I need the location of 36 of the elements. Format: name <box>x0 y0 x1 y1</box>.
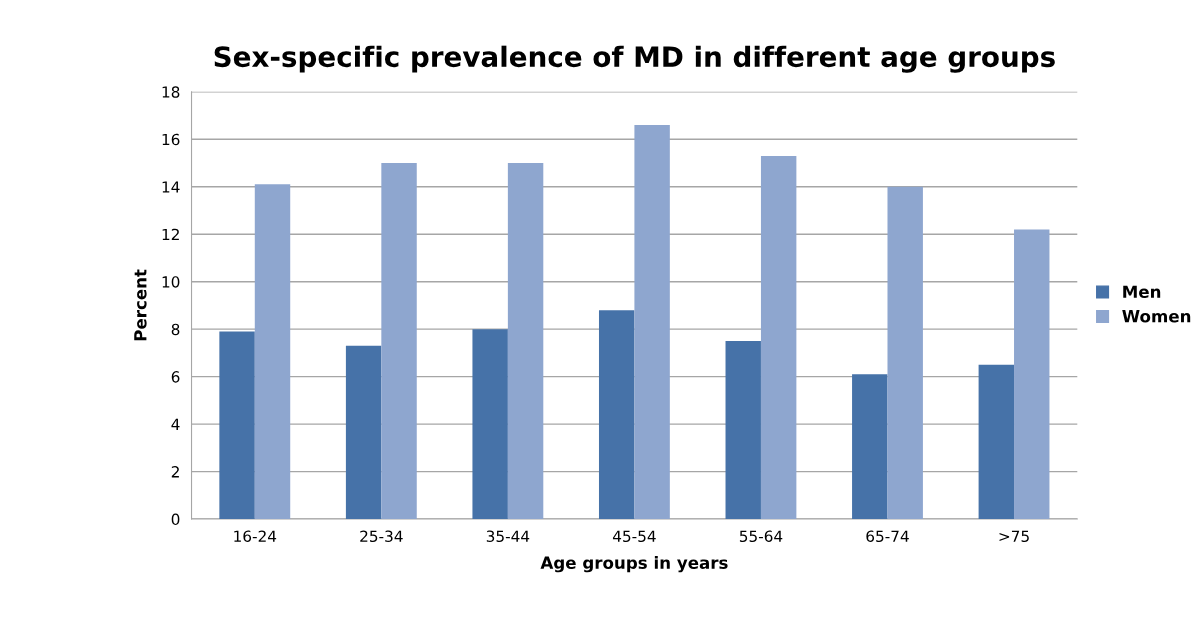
y-axis-title: Percent <box>134 269 147 341</box>
bar <box>219 331 255 520</box>
bar <box>978 364 1015 520</box>
y-tick-label: 18 <box>162 86 180 98</box>
y-tick-label: 4 <box>171 418 180 430</box>
bar <box>254 184 291 520</box>
bar <box>634 125 670 520</box>
bar <box>472 329 508 520</box>
chart-title: Sex-specific prevalence of MD in different age groups <box>214 45 1055 73</box>
y-tick-label: 0 <box>171 513 180 526</box>
y-tick-label: 12 <box>162 228 179 241</box>
x-tick-label: 16-24 <box>234 530 277 542</box>
bar <box>887 186 923 520</box>
y-tick-label: 16 <box>162 133 180 146</box>
bar <box>507 163 544 520</box>
legend-label: Women <box>1122 310 1191 323</box>
bar <box>725 341 761 520</box>
x-tick-label: 25-34 <box>360 530 403 542</box>
x-tick-label: 55-64 <box>739 530 783 542</box>
y-tick-label: 2 <box>171 466 179 478</box>
bar <box>760 155 797 520</box>
x-tick-label: >75 <box>999 530 1029 542</box>
y-tick-label: 6 <box>171 371 180 383</box>
bar <box>381 163 417 520</box>
legend-label: Men <box>1123 285 1161 299</box>
y-tick-label: 10 <box>162 276 180 288</box>
bar <box>345 345 382 520</box>
y-tick-label: 8 <box>171 323 180 336</box>
x-axis-title: Age groups in years <box>540 556 728 573</box>
bar <box>852 374 888 520</box>
x-tick-label: 45-54 <box>612 530 656 542</box>
bar <box>598 310 635 520</box>
bar <box>1014 229 1050 520</box>
y-tick-label: 14 <box>162 181 180 193</box>
x-tick-label: 35-44 <box>486 530 530 542</box>
x-tick-label: 65-74 <box>866 530 909 542</box>
